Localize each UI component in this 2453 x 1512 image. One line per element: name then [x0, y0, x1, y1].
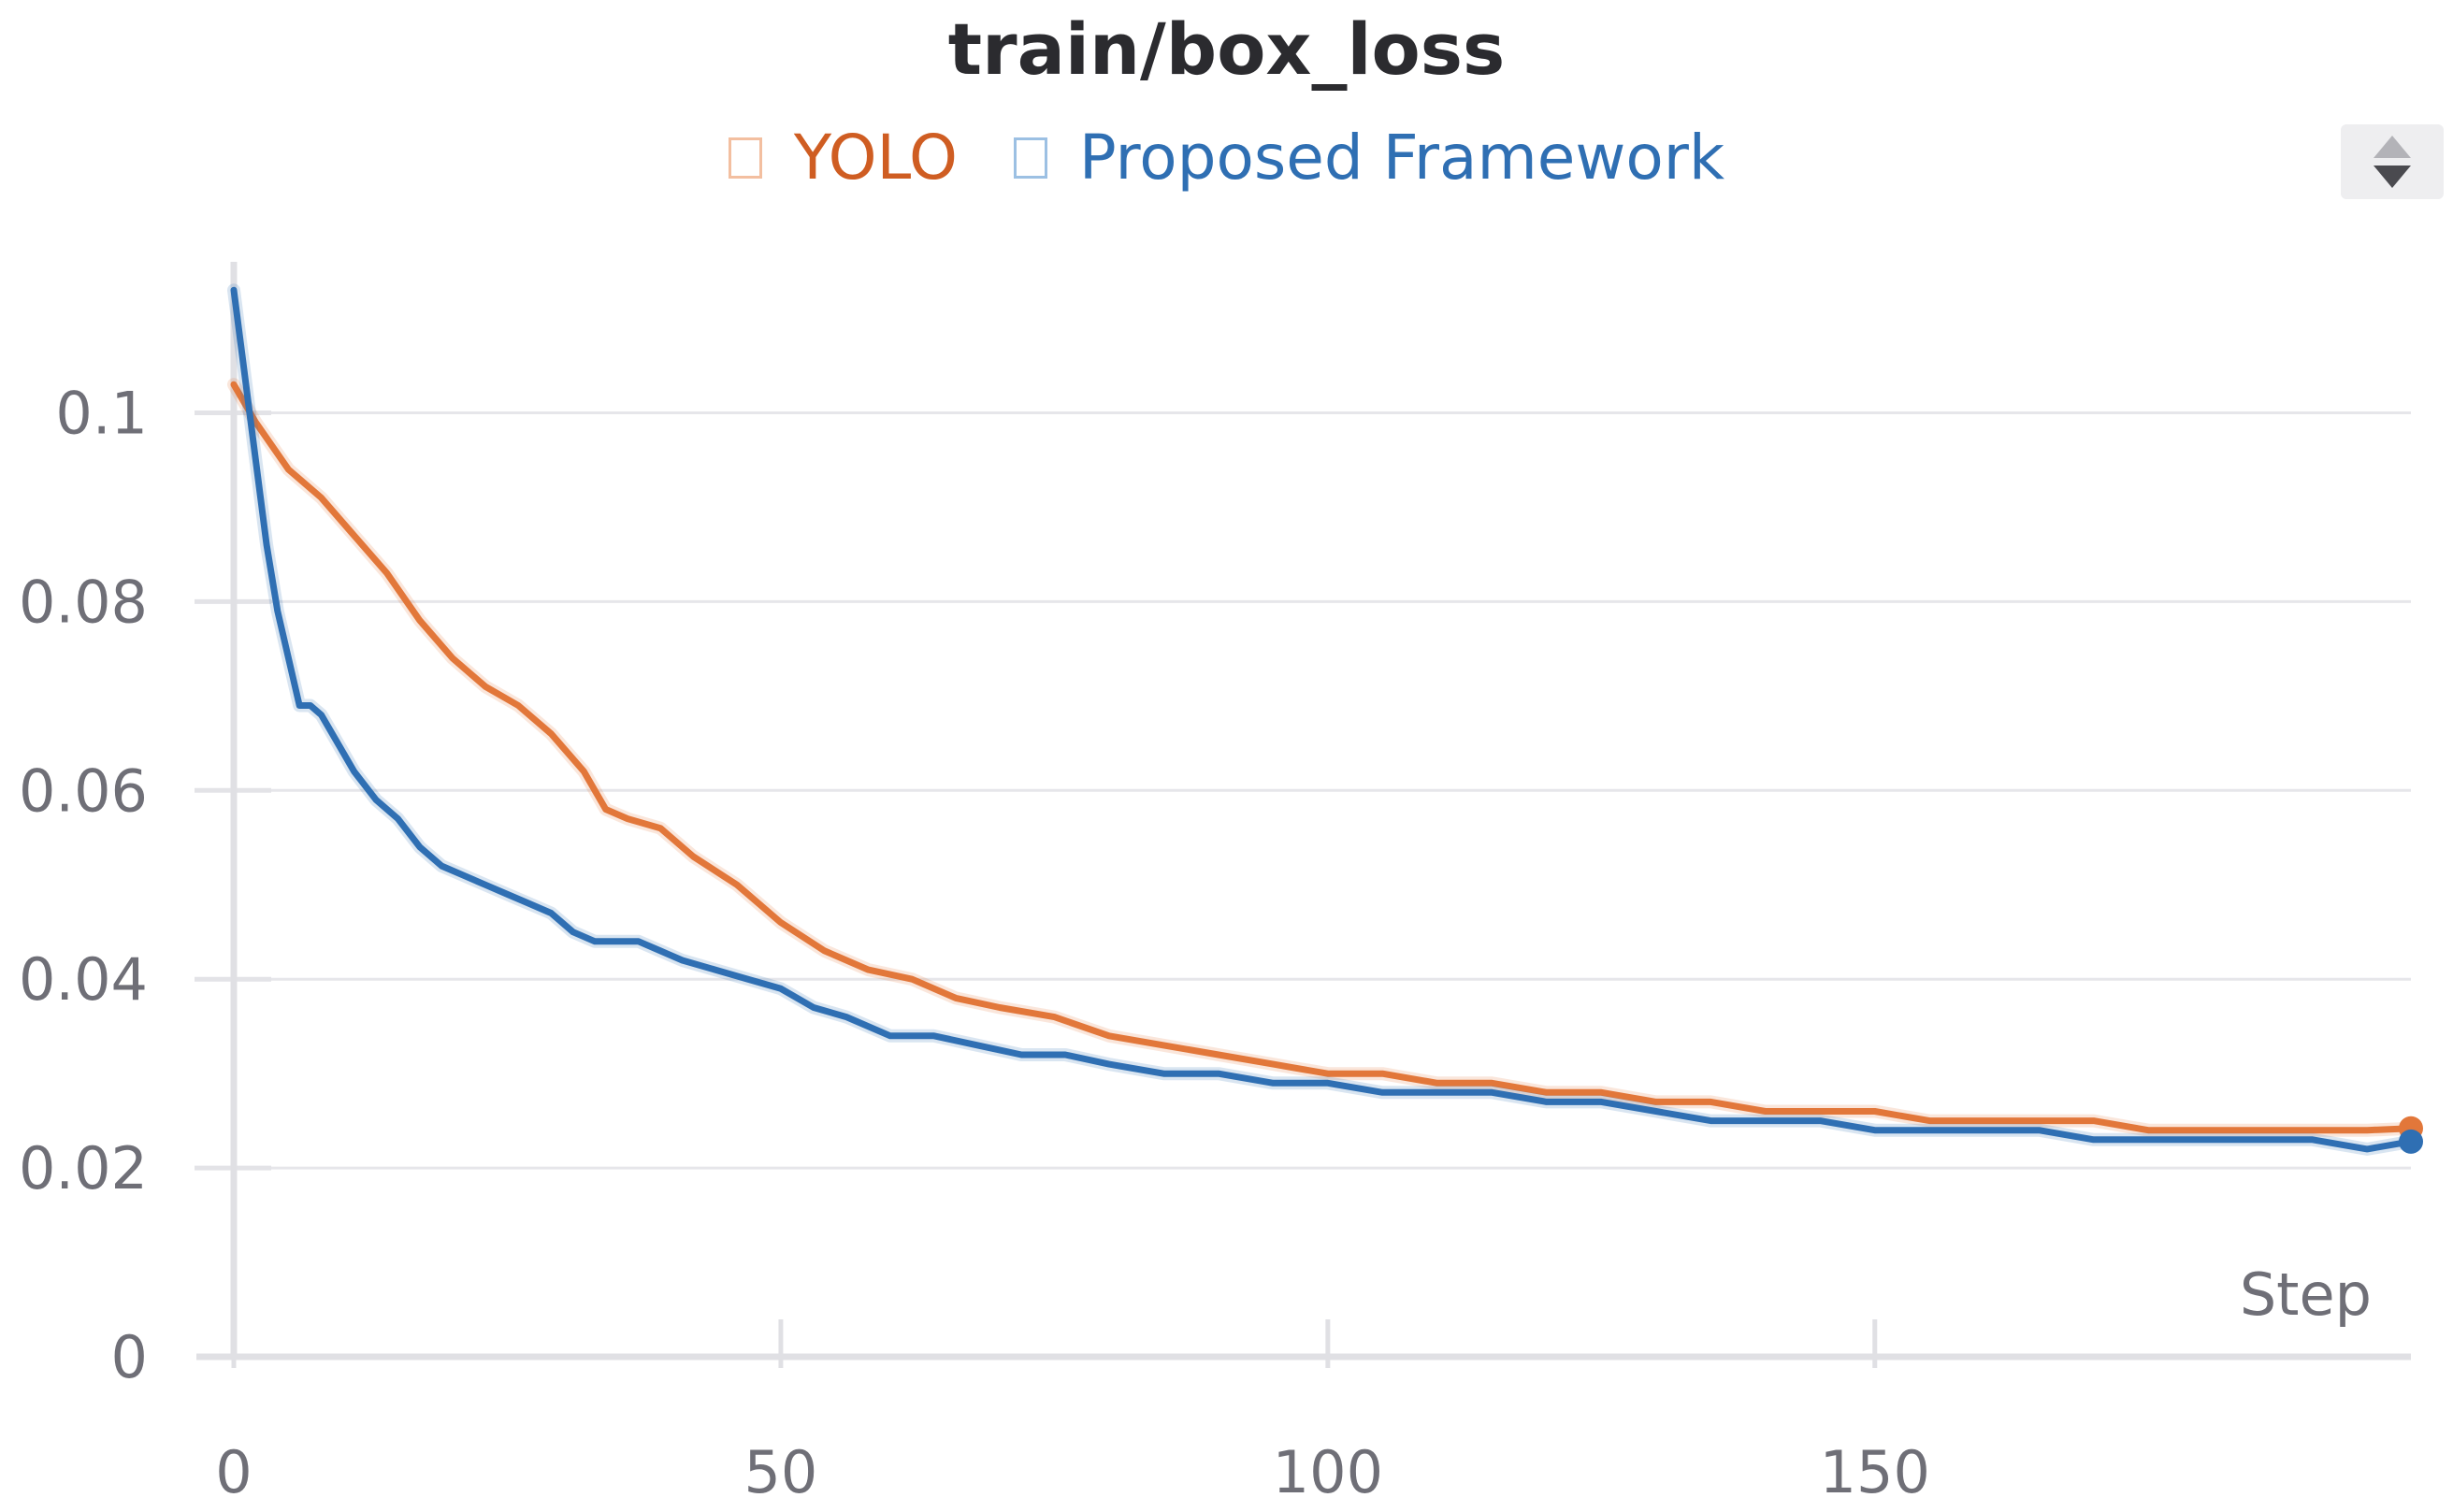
legend-item-yolo[interactable]: YOLO: [728, 122, 958, 194]
series-line-proposed: [230, 286, 2415, 1153]
series-endpoint-proposed: [2399, 1129, 2423, 1154]
y-tick-label: 0.08: [19, 568, 148, 636]
series-line-raw-yolo: [227, 378, 2417, 1137]
chart-title: train/box_loss: [947, 7, 1506, 91]
x-tick-label: 50: [743, 1438, 817, 1506]
x-tick-label: 150: [1820, 1438, 1930, 1506]
sort-toggle-button[interactable]: [2341, 124, 2444, 199]
series-line-raw-proposed: [227, 283, 2417, 1156]
legend-label-proposed: Proposed Framework: [1078, 122, 1725, 194]
y-tick-label: 0.1: [55, 380, 148, 448]
y-tick-label: 0.06: [19, 756, 148, 825]
legend-item-proposed[interactable]: Proposed Framework: [1013, 122, 1725, 194]
sort-down-icon: [2374, 166, 2411, 188]
y-tick-label: 0.04: [19, 945, 148, 1014]
x-tick-label: 100: [1273, 1438, 1383, 1506]
legend-swatch-proposed: [1013, 137, 1047, 179]
sort-up-icon: [2374, 136, 2411, 158]
y-tick-label: 0: [111, 1323, 148, 1391]
series-line-yolo: [230, 381, 2415, 1134]
x-axis-label: Step: [2240, 1260, 2372, 1329]
y-tick-label: 0.02: [19, 1134, 148, 1202]
legend: YOLO Proposed Framework: [0, 122, 2453, 194]
legend-swatch-yolo: [728, 137, 762, 179]
x-tick-label: 0: [215, 1438, 252, 1506]
legend-label-yolo: YOLO: [793, 122, 958, 194]
